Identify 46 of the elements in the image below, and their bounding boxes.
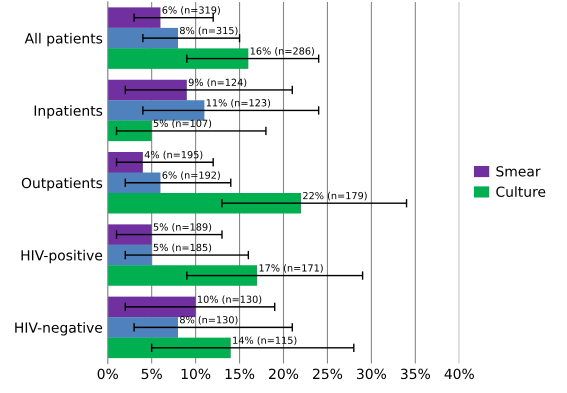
bar [108, 317, 178, 338]
bar [108, 100, 204, 121]
data-label: 8% (n=315) [180, 26, 238, 36]
bar [108, 7, 160, 28]
data-label: 5% (n=189) [154, 223, 212, 232]
x-tick-label: 0% [98, 368, 118, 380]
y-tick-label: Outpatients [22, 177, 102, 191]
data-label: 22% (n=179) [303, 192, 367, 200]
x-tick-label: 20% [269, 368, 298, 380]
x-tick-label: 5% [142, 368, 162, 380]
data-label: 5% (n=107) [154, 119, 212, 128]
y-tick-label: HIV-positive [22, 250, 102, 264]
legend-label: Culture [496, 186, 546, 197]
x-tick-label: 10% [182, 368, 210, 380]
bar [108, 192, 302, 214]
bar [108, 48, 248, 69]
bar [108, 265, 258, 286]
bar [108, 172, 160, 193]
data-label: 8% (n=130) [180, 316, 238, 325]
data-label: 16% (n=286) [250, 47, 314, 56]
data-label: 5% (n=185) [154, 244, 212, 252]
bar [108, 120, 152, 142]
legend-label: Smear [496, 166, 541, 177]
x-tick-label: 25% [313, 368, 342, 380]
data-label: 10% (n=130) [198, 295, 262, 304]
bar [108, 244, 152, 266]
data-label: 9% (n=124) [188, 78, 246, 88]
y-tick-label: Inpatients [34, 105, 102, 119]
data-label: 6% (n=192) [162, 171, 220, 180]
data-label: 11% (n=123) [206, 98, 270, 108]
data-label: 6% (n=319) [162, 6, 220, 15]
bar [108, 338, 231, 358]
bar [108, 152, 143, 172]
x-tick-label: 35% [400, 368, 430, 380]
x-tick-label: 15% [226, 368, 254, 380]
x-tick-label: 30% [357, 368, 386, 380]
bar [108, 296, 196, 318]
y-tick-label: HIV-negative [15, 322, 102, 336]
y-tick-label: All patients [24, 32, 102, 46]
bar [108, 80, 187, 100]
x-tick-label: 40% [444, 368, 474, 380]
data-label: 17% (n=171) [260, 264, 323, 273]
data-label: 4% (n=195) [144, 150, 202, 160]
bar [108, 224, 152, 245]
bar [108, 28, 178, 48]
data-label: 14% (n=115) [233, 336, 296, 346]
